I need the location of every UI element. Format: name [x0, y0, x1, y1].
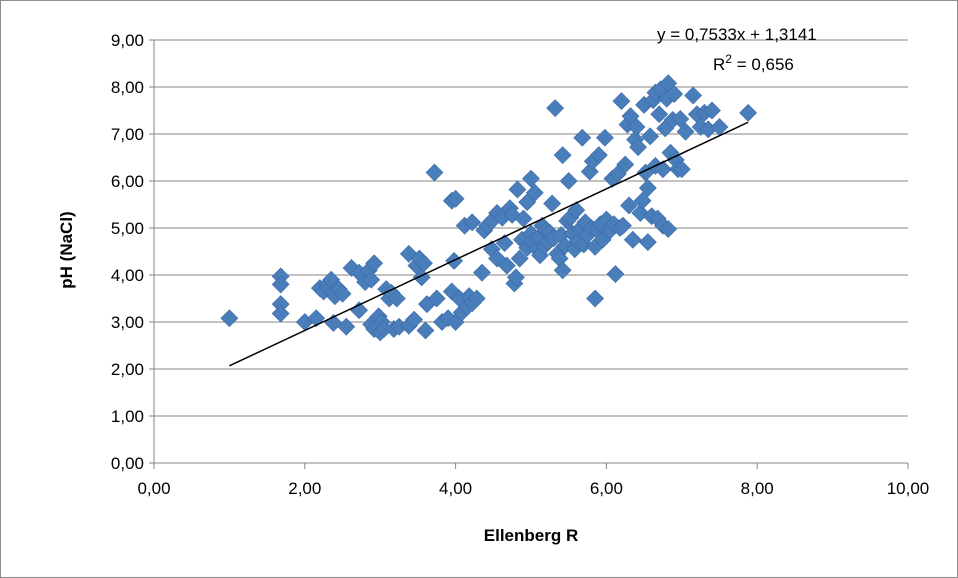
trendline-line — [229, 121, 749, 367]
data-point — [641, 127, 660, 146]
data-point — [365, 254, 384, 273]
data-point — [739, 103, 758, 122]
data-points — [220, 74, 758, 342]
data-point — [473, 263, 491, 282]
y-tick-label: 9,00 — [111, 31, 144, 50]
x-tick-label: 10,00 — [887, 479, 930, 498]
y-tick-label: 6,00 — [111, 172, 144, 191]
data-point — [271, 304, 290, 323]
data-point — [671, 110, 690, 128]
y-tick-label: 3,00 — [111, 313, 144, 332]
data-point — [620, 196, 638, 215]
data-point — [612, 92, 631, 111]
x-tick-label: 6,00 — [590, 479, 623, 498]
data-point — [220, 309, 239, 328]
data-point — [638, 179, 657, 197]
y-tick-label: 4,00 — [111, 266, 144, 285]
data-point — [665, 85, 684, 103]
data-point — [633, 191, 652, 210]
data-point — [522, 169, 540, 188]
data-point — [650, 105, 669, 124]
data-point — [676, 122, 695, 141]
data-point — [703, 101, 721, 120]
data-point — [337, 317, 356, 336]
axes — [149, 39, 909, 469]
data-point — [573, 128, 592, 147]
x-axis-title: Ellenberg R — [484, 526, 578, 545]
data-point — [553, 146, 572, 165]
data-point — [416, 321, 435, 340]
data-point — [614, 216, 632, 235]
data-point — [606, 265, 625, 283]
data-point — [387, 289, 406, 308]
y-tick-label: 1,00 — [111, 407, 144, 426]
trendline-equation: y = 0,7533x + 1,3141 — [657, 25, 817, 44]
data-point — [546, 99, 565, 118]
data-point — [446, 189, 465, 208]
data-point — [508, 180, 527, 199]
data-point — [659, 220, 678, 238]
data-point — [627, 118, 646, 136]
data-point — [405, 310, 424, 329]
data-point — [525, 183, 544, 202]
y-axis-title: pH (NaCl) — [57, 211, 76, 288]
y-tick-label: 0,00 — [111, 454, 144, 473]
y-tick-label: 5,00 — [111, 219, 144, 238]
trendline — [229, 121, 749, 367]
data-point — [629, 138, 647, 157]
tick-labels: 0,00 1,00 2,00 3,00 4,00 5,00 6,00 7,00 8,00 9,00… — [111, 31, 929, 498]
data-point — [589, 146, 608, 165]
data-point — [362, 270, 381, 289]
data-point — [467, 289, 486, 308]
y-tick-label: 8,00 — [111, 78, 144, 97]
data-point — [595, 128, 614, 147]
x-tick-label: 8,00 — [741, 479, 774, 498]
data-point — [684, 86, 703, 105]
data-point — [672, 160, 691, 179]
y-tick-label: 7,00 — [111, 125, 144, 144]
data-point — [559, 172, 578, 190]
data-point — [567, 201, 586, 220]
x-tick-label: 4,00 — [439, 479, 472, 498]
data-point — [271, 275, 290, 294]
x-tick-label: 2,00 — [288, 479, 321, 498]
data-point — [638, 233, 657, 252]
data-point — [616, 155, 635, 174]
data-point — [333, 284, 352, 303]
r-squared-label: R2 = 0,656 — [713, 52, 794, 74]
data-point — [586, 289, 605, 308]
data-point — [497, 256, 516, 275]
y-tick-label: 2,00 — [111, 360, 144, 379]
data-point — [553, 261, 572, 280]
data-point — [506, 268, 525, 287]
data-point — [425, 163, 444, 182]
data-point — [510, 249, 529, 268]
data-point — [463, 213, 482, 232]
data-point — [623, 230, 642, 249]
x-tick-label: 0,00 — [137, 479, 170, 498]
data-point — [415, 254, 433, 273]
data-point — [543, 194, 562, 213]
data-point — [427, 289, 446, 308]
